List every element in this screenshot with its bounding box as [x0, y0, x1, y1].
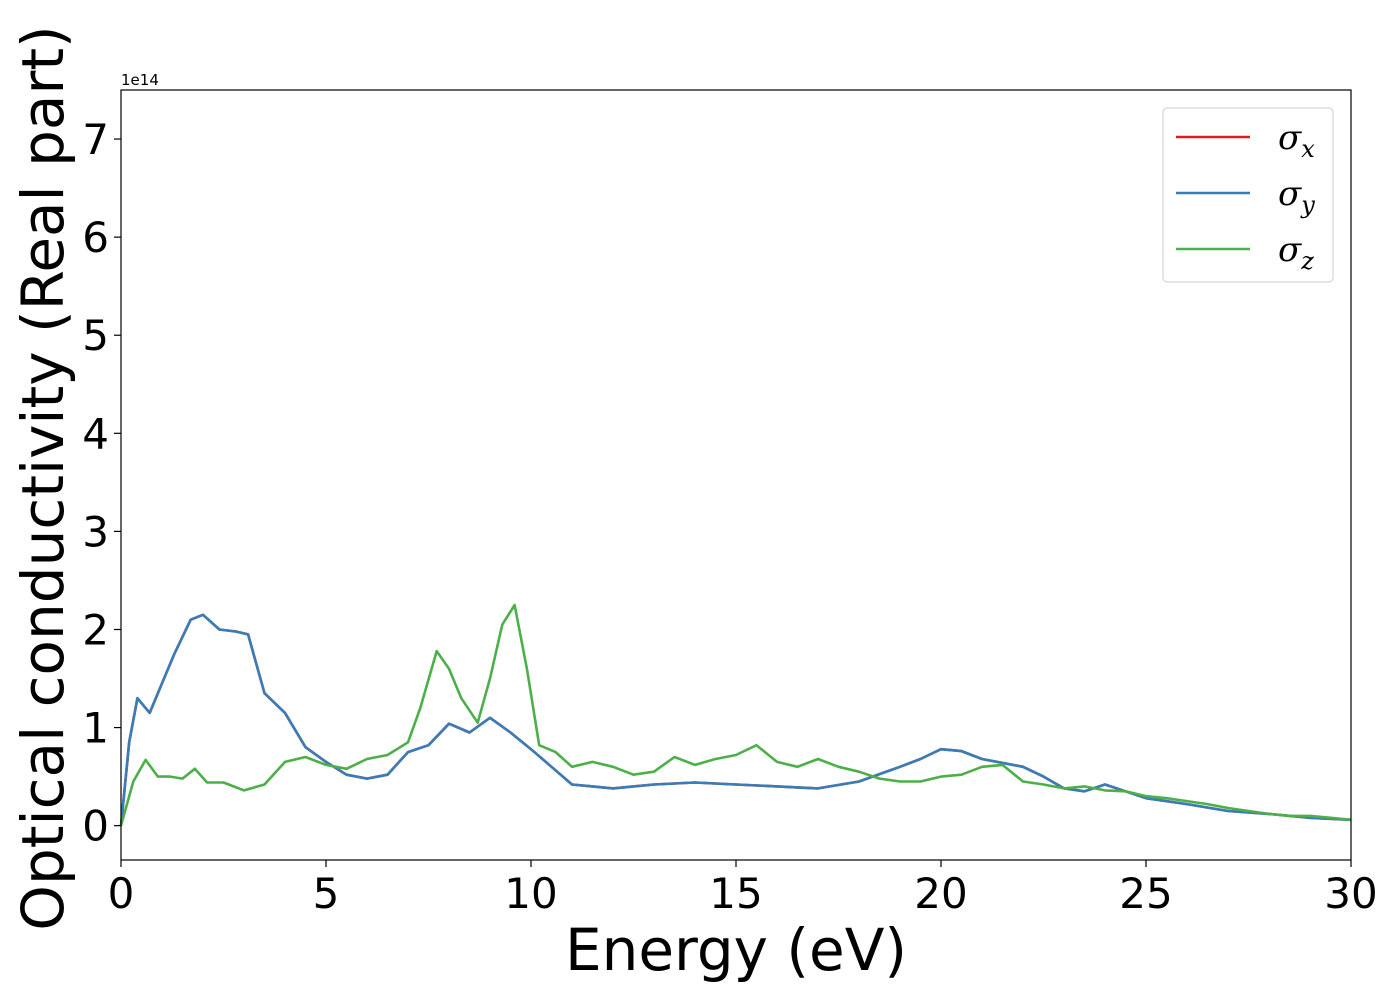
y-tick-label: 6	[82, 213, 109, 262]
y-tick-label: 7	[82, 115, 109, 164]
x-tick-label: 10	[504, 869, 557, 918]
legend-frame	[1162, 107, 1334, 283]
x-tick-label: 25	[1119, 869, 1172, 918]
x-axis-ticks: 0 5 10 15 20 25 30	[108, 860, 1378, 918]
legend-label-y: σy	[1278, 174, 1315, 219]
series-line-y	[119, 613, 1352, 826]
y-tick-label: 0	[82, 802, 109, 851]
x-tick-label: 30	[1324, 869, 1377, 918]
x-tick-label: 5	[313, 869, 340, 918]
y-axis-label: Optical conductivity (Real part)	[9, 25, 77, 930]
y-tick-label: 4	[82, 409, 109, 458]
x-tick-label: 15	[709, 869, 762, 918]
y-axis-ticks: 0 1 2 3 4 5 6 7	[82, 115, 121, 851]
y-tick-label: 2	[82, 605, 109, 654]
x-axis-label: Energy (eV)	[565, 916, 907, 984]
x-tick-label: 20	[914, 869, 967, 918]
y-tick-label: 3	[82, 507, 109, 556]
y-tick-label: 1	[82, 704, 109, 753]
plot-background	[121, 90, 1351, 860]
x-tick-label: 0	[108, 869, 135, 918]
y-tick-label: 5	[82, 311, 109, 360]
series-line-z	[119, 603, 1352, 827]
series-layer	[119, 603, 1352, 827]
y-offset-label: 1e14	[121, 71, 159, 89]
